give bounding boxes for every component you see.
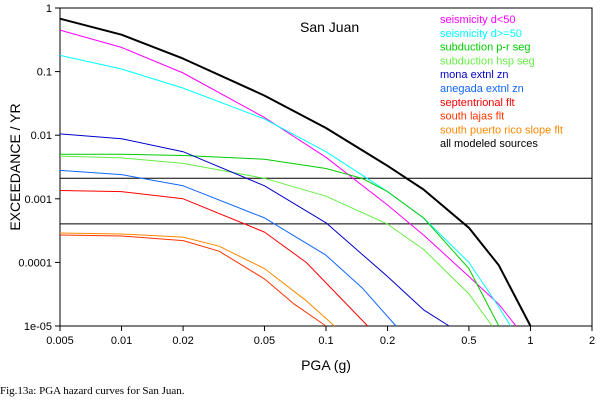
y-axis-ticks: 1 0.1 0.01 0.001 0.0001 1e-05 — [18, 3, 60, 333]
series-line — [59, 155, 493, 327]
x-axis-title: PGA (g) — [301, 357, 351, 373]
x-tick-label: 0.01 — [111, 335, 132, 347]
x-tick-label: 0.5 — [461, 335, 476, 347]
series-line — [59, 190, 369, 327]
series-line — [59, 29, 517, 327]
legend-item: septentrional flt — [440, 97, 515, 109]
legend-item: subduction p-r seg — [440, 42, 531, 54]
y-tick-label: 1e-05 — [24, 321, 52, 333]
legend-item: mona extnl zn — [440, 69, 508, 81]
legend-item: anegada extnl zn — [440, 83, 524, 95]
x-tick-label: 1 — [527, 335, 533, 347]
series-lines — [59, 17, 532, 327]
reference-lines — [60, 177, 592, 225]
series-line — [59, 232, 335, 327]
y-axis-title: EXCEEDANCE / YR — [7, 103, 23, 230]
x-tick-label: 2 — [589, 335, 595, 347]
legend-item: seismicity d>=50 — [440, 28, 522, 40]
x-tick-label: 0.1 — [318, 335, 333, 347]
series-line — [59, 54, 512, 327]
x-tick-label: 0.005 — [46, 335, 74, 347]
series-line — [59, 234, 327, 327]
y-tick-label: 0.001 — [24, 194, 52, 206]
y-tick-label: 0.0001 — [18, 257, 52, 269]
legend-item: seismicity d<50 — [440, 14, 516, 26]
legend-item: south lajas flt — [440, 111, 504, 123]
chart-title: San Juan — [300, 19, 359, 35]
y-tick-label: 1 — [46, 3, 52, 15]
series-line — [60, 153, 500, 327]
legend-item: all modeled sources — [440, 138, 538, 150]
x-tick-label: 0.02 — [172, 335, 193, 347]
legend-item: subduction hsp seg — [440, 55, 535, 67]
y-tick-label: 0.1 — [37, 67, 52, 79]
legend: seismicity d<50 seismicity d>=50 subductio… — [440, 14, 563, 150]
series-line — [59, 133, 450, 327]
x-tick-label: 0.05 — [254, 335, 275, 347]
series-line — [59, 17, 532, 327]
y-tick-label: 0.01 — [31, 130, 52, 142]
x-tick-label: 0.2 — [380, 335, 395, 347]
series-line — [59, 169, 397, 327]
legend-item: south puerto rico slope flt — [440, 124, 563, 136]
figure-caption: Fig.13a: PGA hazard curves for San Juan. — [0, 385, 185, 397]
x-axis-ticks: 0.005 0.01 0.02 0.05 0.1 0.2 0.5 1 2 — [46, 326, 595, 347]
